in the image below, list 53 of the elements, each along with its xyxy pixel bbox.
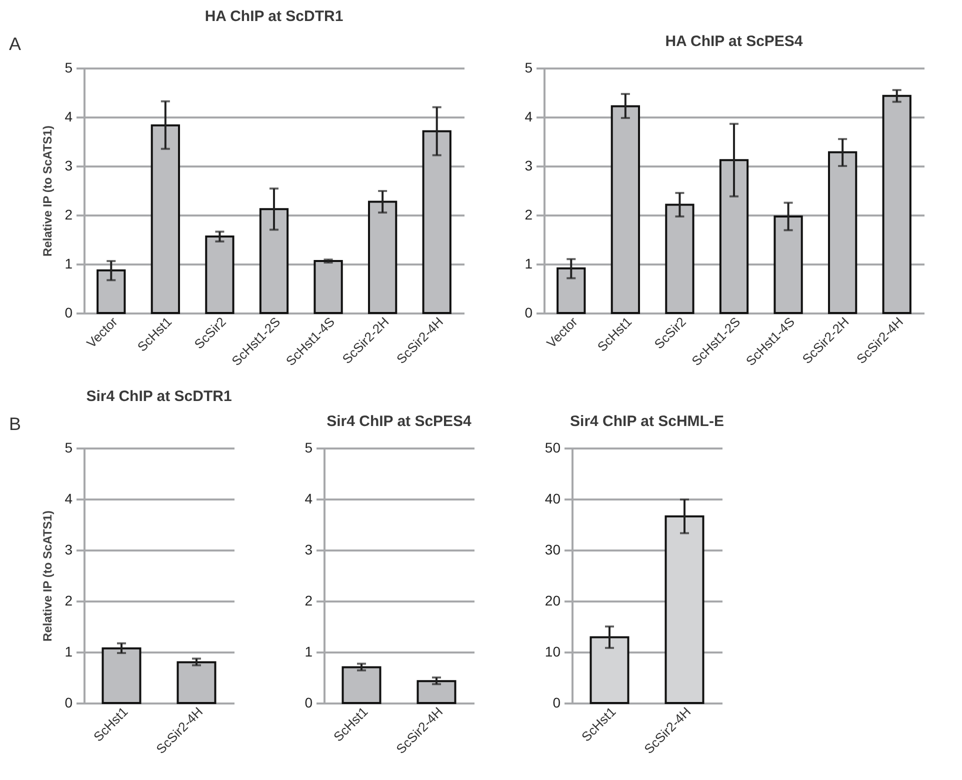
y-tick-label: 5 <box>64 440 73 456</box>
text: A <box>9 34 22 54</box>
chart-title: HA ChIP at ScPES4 <box>665 33 804 50</box>
bar <box>610 105 640 314</box>
text: B <box>9 414 22 434</box>
y-tick-label: 2 <box>64 592 73 608</box>
y-tick-label: 3 <box>64 158 73 174</box>
y-tick-label: 5 <box>524 60 533 76</box>
bar <box>150 124 180 314</box>
y-tick-label: 1 <box>304 644 313 660</box>
y-tick-label: 0 <box>524 304 533 320</box>
y-tick-label: 1 <box>64 644 73 660</box>
bar <box>556 267 586 314</box>
bar <box>774 215 803 314</box>
chart-title: HA ChIP at ScDTR1 <box>204 8 344 25</box>
y-tick-label: 5 <box>304 440 313 456</box>
chart-title: Sir4 ChIP at ScPES4 <box>326 413 472 430</box>
y-tick-label: 3 <box>304 542 313 558</box>
y-tick-label: 4 <box>304 490 313 506</box>
y-tick-label: 20 <box>544 592 561 608</box>
chart-title: Sir4 ChIP at ScHML-E <box>570 413 724 430</box>
y-tick-label: 0 <box>304 694 313 710</box>
bar <box>665 204 694 314</box>
bar <box>96 269 126 314</box>
y-tick-label: 2 <box>64 206 73 222</box>
bar <box>719 159 749 314</box>
y-tick-label: 5 <box>64 60 73 76</box>
bar <box>205 236 234 314</box>
bar <box>314 260 343 314</box>
y-tick-label: 3 <box>64 542 73 558</box>
y-tick-label: 1 <box>524 256 533 272</box>
y-tick-label: 3 <box>524 158 533 174</box>
y-axis-title: Relative IP (to ScATS1) <box>40 510 55 642</box>
chart-title: Sir4 ChIP at ScDTR1 <box>86 388 232 405</box>
y-tick-label: 2 <box>524 206 533 222</box>
bar <box>828 151 858 314</box>
y-tick-label: 4 <box>64 490 73 506</box>
y-tick-label: 2 <box>304 592 313 608</box>
y-tick-label: 0 <box>552 694 561 710</box>
y-tick-label: 50 <box>544 440 561 456</box>
bar <box>422 130 452 314</box>
y-axis-title: Relative IP (to ScATS1) <box>40 126 55 256</box>
bar <box>882 94 912 314</box>
y-tick-label: 1 <box>64 256 73 272</box>
y-tick-label: 0 <box>64 304 73 320</box>
bar <box>259 208 289 314</box>
bar <box>368 200 398 314</box>
y-tick-label: 30 <box>544 542 561 558</box>
y-tick-label: 4 <box>64 108 73 124</box>
y-tick-label: 4 <box>524 108 533 124</box>
y-tick-label: 10 <box>544 644 561 660</box>
y-tick-label: 0 <box>64 694 73 710</box>
y-tick-label: 40 <box>544 490 561 506</box>
